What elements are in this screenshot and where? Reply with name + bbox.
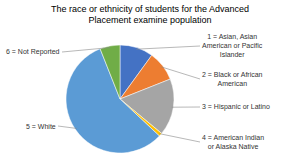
svg-text:2 = Black or AfricanAmerican: 2 = Black or AfricanAmerican xyxy=(202,71,263,87)
svg-text:3 = Hispanic or Latino: 3 = Hispanic or Latino xyxy=(202,103,270,111)
svg-text:6 = Not Reported: 6 = Not Reported xyxy=(6,48,60,56)
svg-text:5 = White: 5 = White xyxy=(26,123,56,130)
svg-text:4 = American Indianor Alaska N: 4 = American Indianor Alaska Native xyxy=(202,134,264,150)
svg-text:The race or ethnicity of stude: The race or ethnicity of students for th… xyxy=(51,4,249,26)
svg-text:1 = Asian, AsianAmerican or Pa: 1 = Asian, AsianAmerican or PacificIslan… xyxy=(202,33,263,58)
